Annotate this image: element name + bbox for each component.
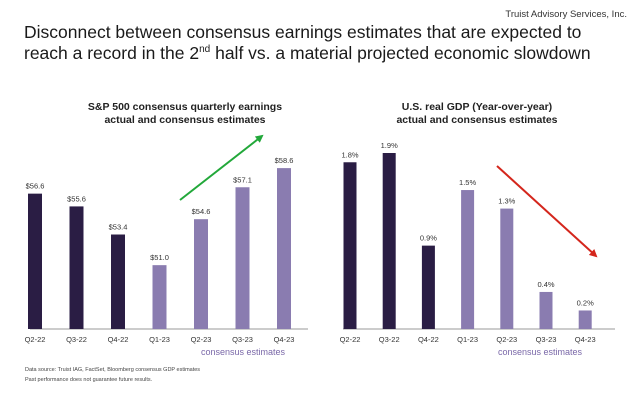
tick-label-0-2: Q4-22 xyxy=(108,335,129,344)
data-label-1-4: 1.3% xyxy=(498,197,515,206)
gdp-chart-title-line2: actual and consensus estimates xyxy=(396,114,558,126)
page-title: Disconnect between consensus earnings es… xyxy=(24,22,624,64)
data-label-0-6: $58.6 xyxy=(275,156,294,165)
tick-label-1-2: Q4-22 xyxy=(418,335,439,344)
tick-label-1-0: Q2-22 xyxy=(340,335,361,344)
consensus-estimates-label-0: consensus estimates xyxy=(201,347,286,357)
data-label-1-2: 0.9% xyxy=(420,234,437,243)
down-trend-arrow-icon xyxy=(496,165,598,258)
data-label-0-2: $53.4 xyxy=(109,223,128,232)
tick-label-1-4: Q2-23 xyxy=(496,335,517,344)
bar-1-4 xyxy=(500,208,514,329)
bar-1-2 xyxy=(421,245,435,329)
data-label-1-6: 0.2% xyxy=(577,298,594,307)
bar-1-3 xyxy=(461,190,475,329)
title-superscript: nd xyxy=(199,44,211,56)
title-part1: Disconnect between consensus earnings es… xyxy=(24,22,582,63)
data-label-1-0: 1.8% xyxy=(341,150,358,159)
tick-label-1-1: Q3-22 xyxy=(379,335,400,344)
tick-label-1-3: Q1-23 xyxy=(457,335,478,344)
brand-name: Truist Advisory Services, Inc. xyxy=(505,9,627,20)
data-label-0-1: $55.6 xyxy=(67,194,86,203)
bar-1-1 xyxy=(382,153,396,329)
earnings-chart-title-line2: actual and consensus estimates xyxy=(104,114,266,126)
bar-1-0 xyxy=(343,162,357,329)
title-part2: half vs. a material projected economic s… xyxy=(210,43,591,63)
bar-0-1 xyxy=(69,206,84,329)
data-source-note: Data source: Truist IAG, FactSet, Bloomb… xyxy=(25,367,201,373)
data-label-0-3: $51.0 xyxy=(150,253,169,262)
data-label-0-5: $57.1 xyxy=(233,175,252,184)
earnings-chart-title-line1: S&P 500 consensus quarterly earnings xyxy=(87,101,283,113)
bar-0-4 xyxy=(194,219,208,329)
tick-label-0-5: Q3-23 xyxy=(232,335,253,344)
gdp-chart-title: U.S. real GDP (Year-over-year) actual an… xyxy=(352,101,602,127)
consensus-estimates-label-1: consensus estimates xyxy=(498,347,583,357)
up-trend-arrow-icon xyxy=(179,134,264,201)
bar-1-5 xyxy=(539,291,553,329)
tick-label-1-5: Q3-23 xyxy=(536,335,557,344)
data-label-1-3: 1.5% xyxy=(459,178,476,187)
bar-1-6 xyxy=(578,310,592,329)
tick-label-0-4: Q2-23 xyxy=(191,335,212,344)
bar-0-0 xyxy=(28,193,42,329)
bar-0-6 xyxy=(277,168,291,329)
bar-0-3 xyxy=(152,265,167,329)
tick-label-1-6: Q4-23 xyxy=(575,335,596,344)
disclaimer-note: Past performance does not guarantee futu… xyxy=(25,377,153,383)
data-label-0-4: $54.6 xyxy=(192,207,211,216)
data-label-1-1: 1.9% xyxy=(381,141,398,150)
earnings-chart-title: S&P 500 consensus quarterly earnings act… xyxy=(60,101,310,127)
tick-label-0-1: Q3-22 xyxy=(66,335,87,344)
bar-0-5 xyxy=(235,187,250,329)
data-label-0-0: $56.6 xyxy=(26,182,45,191)
tick-label-0-6: Q4-23 xyxy=(274,335,295,344)
data-label-1-5: 0.4% xyxy=(537,280,554,289)
tick-label-0-0: Q2-22 xyxy=(25,335,46,344)
tick-label-0-3: Q1-23 xyxy=(149,335,170,344)
gdp-chart-title-line1: U.S. real GDP (Year-over-year) xyxy=(401,101,553,113)
bar-0-2 xyxy=(111,234,125,329)
